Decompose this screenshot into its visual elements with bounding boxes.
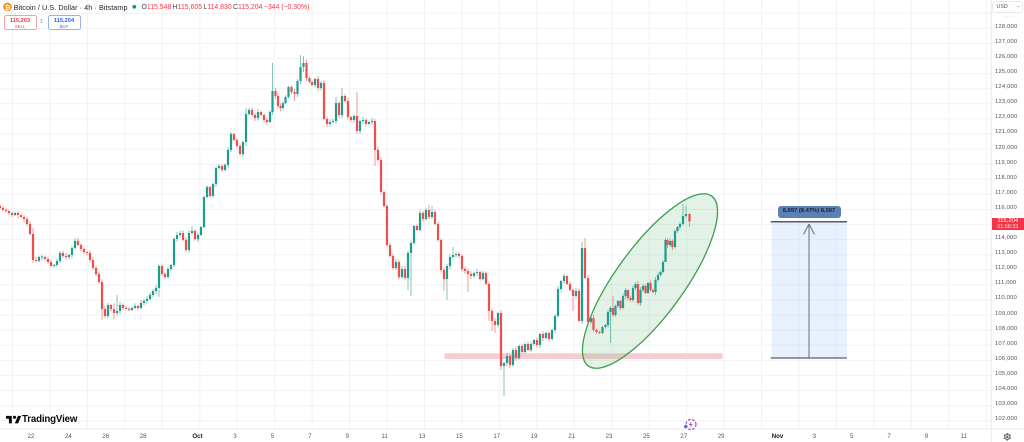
svg-text:₿: ₿ (5, 3, 10, 11)
